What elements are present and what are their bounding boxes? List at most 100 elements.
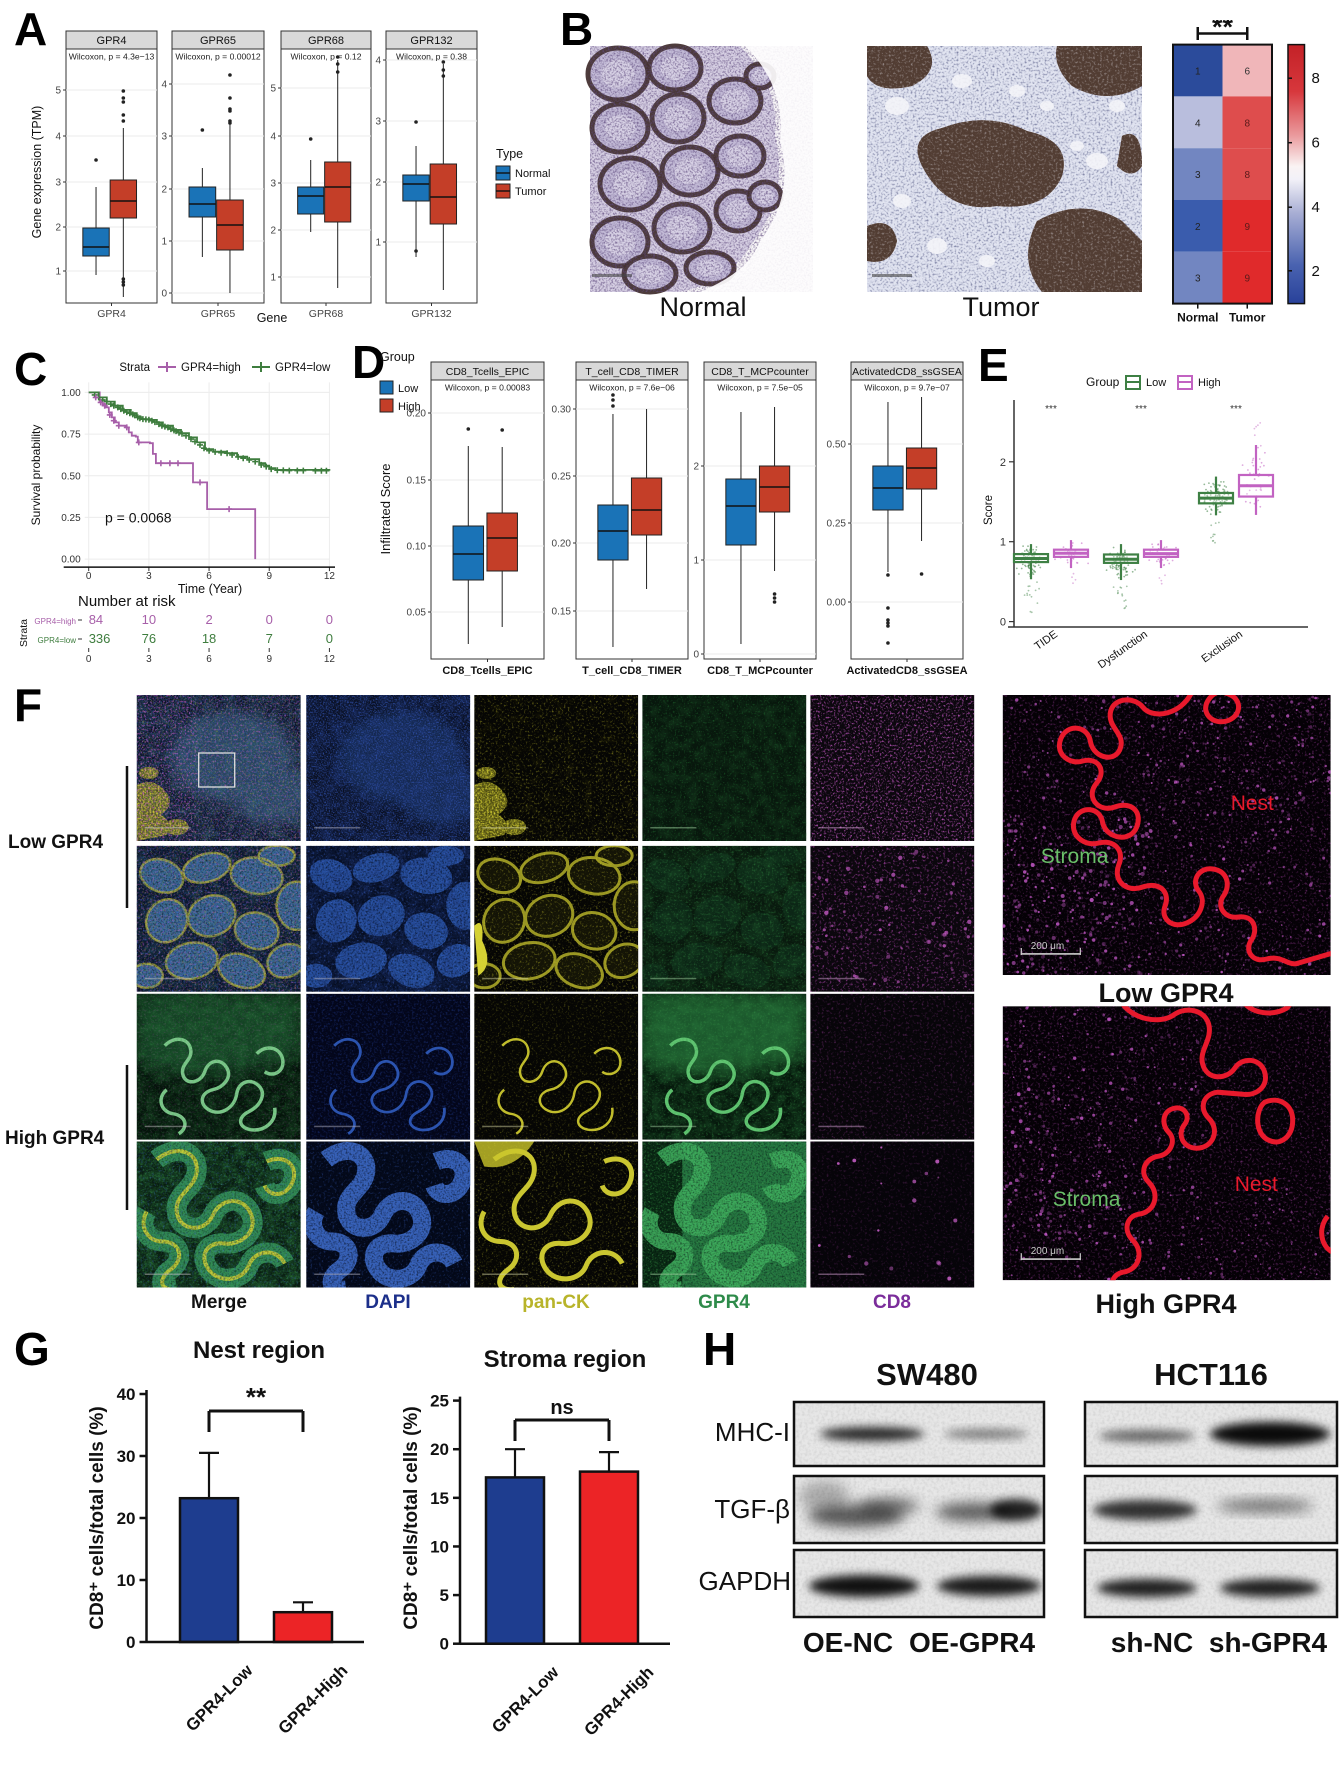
svg-text:9: 9 (266, 654, 272, 665)
svg-text:9: 9 (1244, 222, 1250, 233)
svg-text:9: 9 (266, 571, 272, 582)
svg-text:GPR132: GPR132 (411, 308, 451, 320)
svg-text:1: 1 (270, 273, 276, 284)
svg-text:GPR132: GPR132 (410, 35, 452, 47)
svg-text:CD8: CD8 (873, 1292, 911, 1313)
svg-text:0.75: 0.75 (61, 430, 81, 441)
svg-text:18: 18 (202, 631, 216, 646)
svg-text:Group: Group (1086, 375, 1120, 389)
svg-text:Group: Group (380, 350, 415, 364)
svg-text:GPR4=low: GPR4=low (275, 362, 331, 374)
svg-text:4: 4 (1312, 199, 1320, 216)
svg-text:8: 8 (1244, 170, 1250, 181)
svg-text:2: 2 (1000, 457, 1006, 469)
svg-text:Merge: Merge (191, 1292, 247, 1313)
svg-text:3: 3 (161, 132, 167, 143)
svg-text:3: 3 (55, 178, 61, 189)
svg-text:3: 3 (270, 179, 276, 190)
svg-text:DAPI: DAPI (365, 1292, 410, 1313)
svg-text:0.15: 0.15 (407, 476, 427, 487)
svg-text:OE-GPR4: OE-GPR4 (909, 1627, 1035, 1658)
svg-text:0.20: 0.20 (407, 409, 427, 420)
svg-text:Stroma region: Stroma region (484, 1346, 647, 1373)
svg-text:Stroma: Stroma (1053, 1188, 1121, 1211)
svg-text:2: 2 (161, 185, 167, 196)
svg-text:**: ** (1212, 20, 1234, 42)
svg-text:7: 7 (266, 631, 273, 646)
svg-text:0.15: 0.15 (552, 607, 572, 618)
svg-text:GPR68: GPR68 (308, 35, 344, 47)
svg-text:20: 20 (430, 1440, 449, 1459)
svg-text:0.50: 0.50 (61, 471, 81, 482)
svg-text:1: 1 (161, 237, 167, 248)
svg-text:3: 3 (375, 117, 381, 128)
svg-text:Exclusion: Exclusion (1199, 628, 1244, 665)
svg-text:High GPR4: High GPR4 (5, 1128, 105, 1149)
svg-text:0.10: 0.10 (407, 542, 427, 553)
svg-text:GPR4=high: GPR4=high (34, 617, 76, 626)
svg-text:TIDE: TIDE (1033, 628, 1060, 652)
svg-text:Strata: Strata (18, 619, 30, 647)
svg-text:0: 0 (161, 289, 167, 300)
svg-text:0.25: 0.25 (827, 519, 847, 530)
svg-text:0.20: 0.20 (552, 539, 572, 550)
svg-text:6: 6 (1312, 135, 1320, 152)
svg-text:12: 12 (324, 654, 336, 665)
svg-text:Tumor: Tumor (1229, 311, 1266, 325)
svg-text:GPR68: GPR68 (309, 308, 344, 320)
svg-text:1: 1 (1000, 537, 1006, 549)
svg-text:0: 0 (1000, 617, 1006, 629)
svg-text:336: 336 (89, 631, 111, 646)
svg-text:Low GPR4: Low GPR4 (8, 832, 103, 853)
svg-text:***: *** (1045, 404, 1057, 415)
svg-text:ns: ns (550, 1397, 573, 1419)
svg-text:2: 2 (693, 462, 699, 473)
svg-text:ActivatedCD8_ssGSEA: ActivatedCD8_ssGSEA (846, 665, 967, 677)
svg-text:4: 4 (55, 132, 61, 143)
svg-text:20: 20 (117, 1509, 136, 1528)
svg-text:0: 0 (86, 654, 92, 665)
svg-text:HCT116: HCT116 (1154, 1357, 1268, 1392)
svg-text:40: 40 (117, 1385, 136, 1404)
svg-text:8: 8 (1312, 70, 1320, 87)
svg-text:High: High (1198, 377, 1221, 389)
svg-text:Low: Low (398, 383, 418, 395)
svg-text:Number at risk: Number at risk (78, 593, 176, 610)
svg-text:0.05: 0.05 (407, 608, 427, 619)
svg-text:GPR4-High: GPR4-High (274, 1661, 351, 1738)
svg-text:GPR4: GPR4 (97, 308, 126, 320)
svg-text:Low GPR4: Low GPR4 (1098, 978, 1233, 1008)
svg-text:0: 0 (440, 1635, 449, 1654)
svg-text:ActivatedCD8_ssGSEA: ActivatedCD8_ssGSEA (852, 366, 962, 378)
svg-text:Nest: Nest (1231, 792, 1274, 815)
svg-text:sh-NC: sh-NC (1111, 1627, 1193, 1658)
svg-text:0.00: 0.00 (827, 598, 847, 609)
svg-text:3: 3 (146, 654, 152, 665)
svg-text:15: 15 (430, 1489, 449, 1508)
svg-text:Gene expression (TPM): Gene expression (TPM) (30, 106, 44, 239)
svg-text:4: 4 (161, 80, 167, 91)
svg-text:Normal: Normal (659, 292, 746, 322)
svg-text:200 μm: 200 μm (1031, 941, 1065, 952)
svg-text:sh-GPR4: sh-GPR4 (1209, 1627, 1328, 1658)
svg-text:4: 4 (1195, 118, 1201, 129)
svg-text:0: 0 (693, 650, 699, 661)
svg-text:4: 4 (270, 132, 276, 143)
svg-text:9: 9 (1244, 274, 1250, 285)
svg-text:0.30: 0.30 (552, 405, 572, 416)
svg-text:Gene: Gene (257, 311, 288, 325)
svg-text:Wilcoxon, p = 9.7e−07: Wilcoxon, p = 9.7e−07 (864, 383, 950, 393)
svg-text:High: High (398, 401, 421, 413)
svg-text:200 μm: 200 μm (1031, 1246, 1065, 1257)
svg-text:1.00: 1.00 (61, 388, 81, 399)
svg-text:GPR4-Low: GPR4-Low (488, 1662, 563, 1737)
svg-text:SW480: SW480 (876, 1357, 978, 1392)
svg-text:0: 0 (326, 631, 333, 646)
svg-text:5: 5 (440, 1586, 449, 1605)
svg-text:Survival probability: Survival probability (29, 425, 43, 526)
svg-text:Tumor: Tumor (962, 292, 1039, 322)
svg-text:3: 3 (146, 571, 152, 582)
svg-text:Wilcoxon, p = 0.12: Wilcoxon, p = 0.12 (291, 52, 362, 62)
svg-text:Tumor: Tumor (515, 186, 547, 198)
svg-text:GPR4=high: GPR4=high (181, 362, 241, 374)
